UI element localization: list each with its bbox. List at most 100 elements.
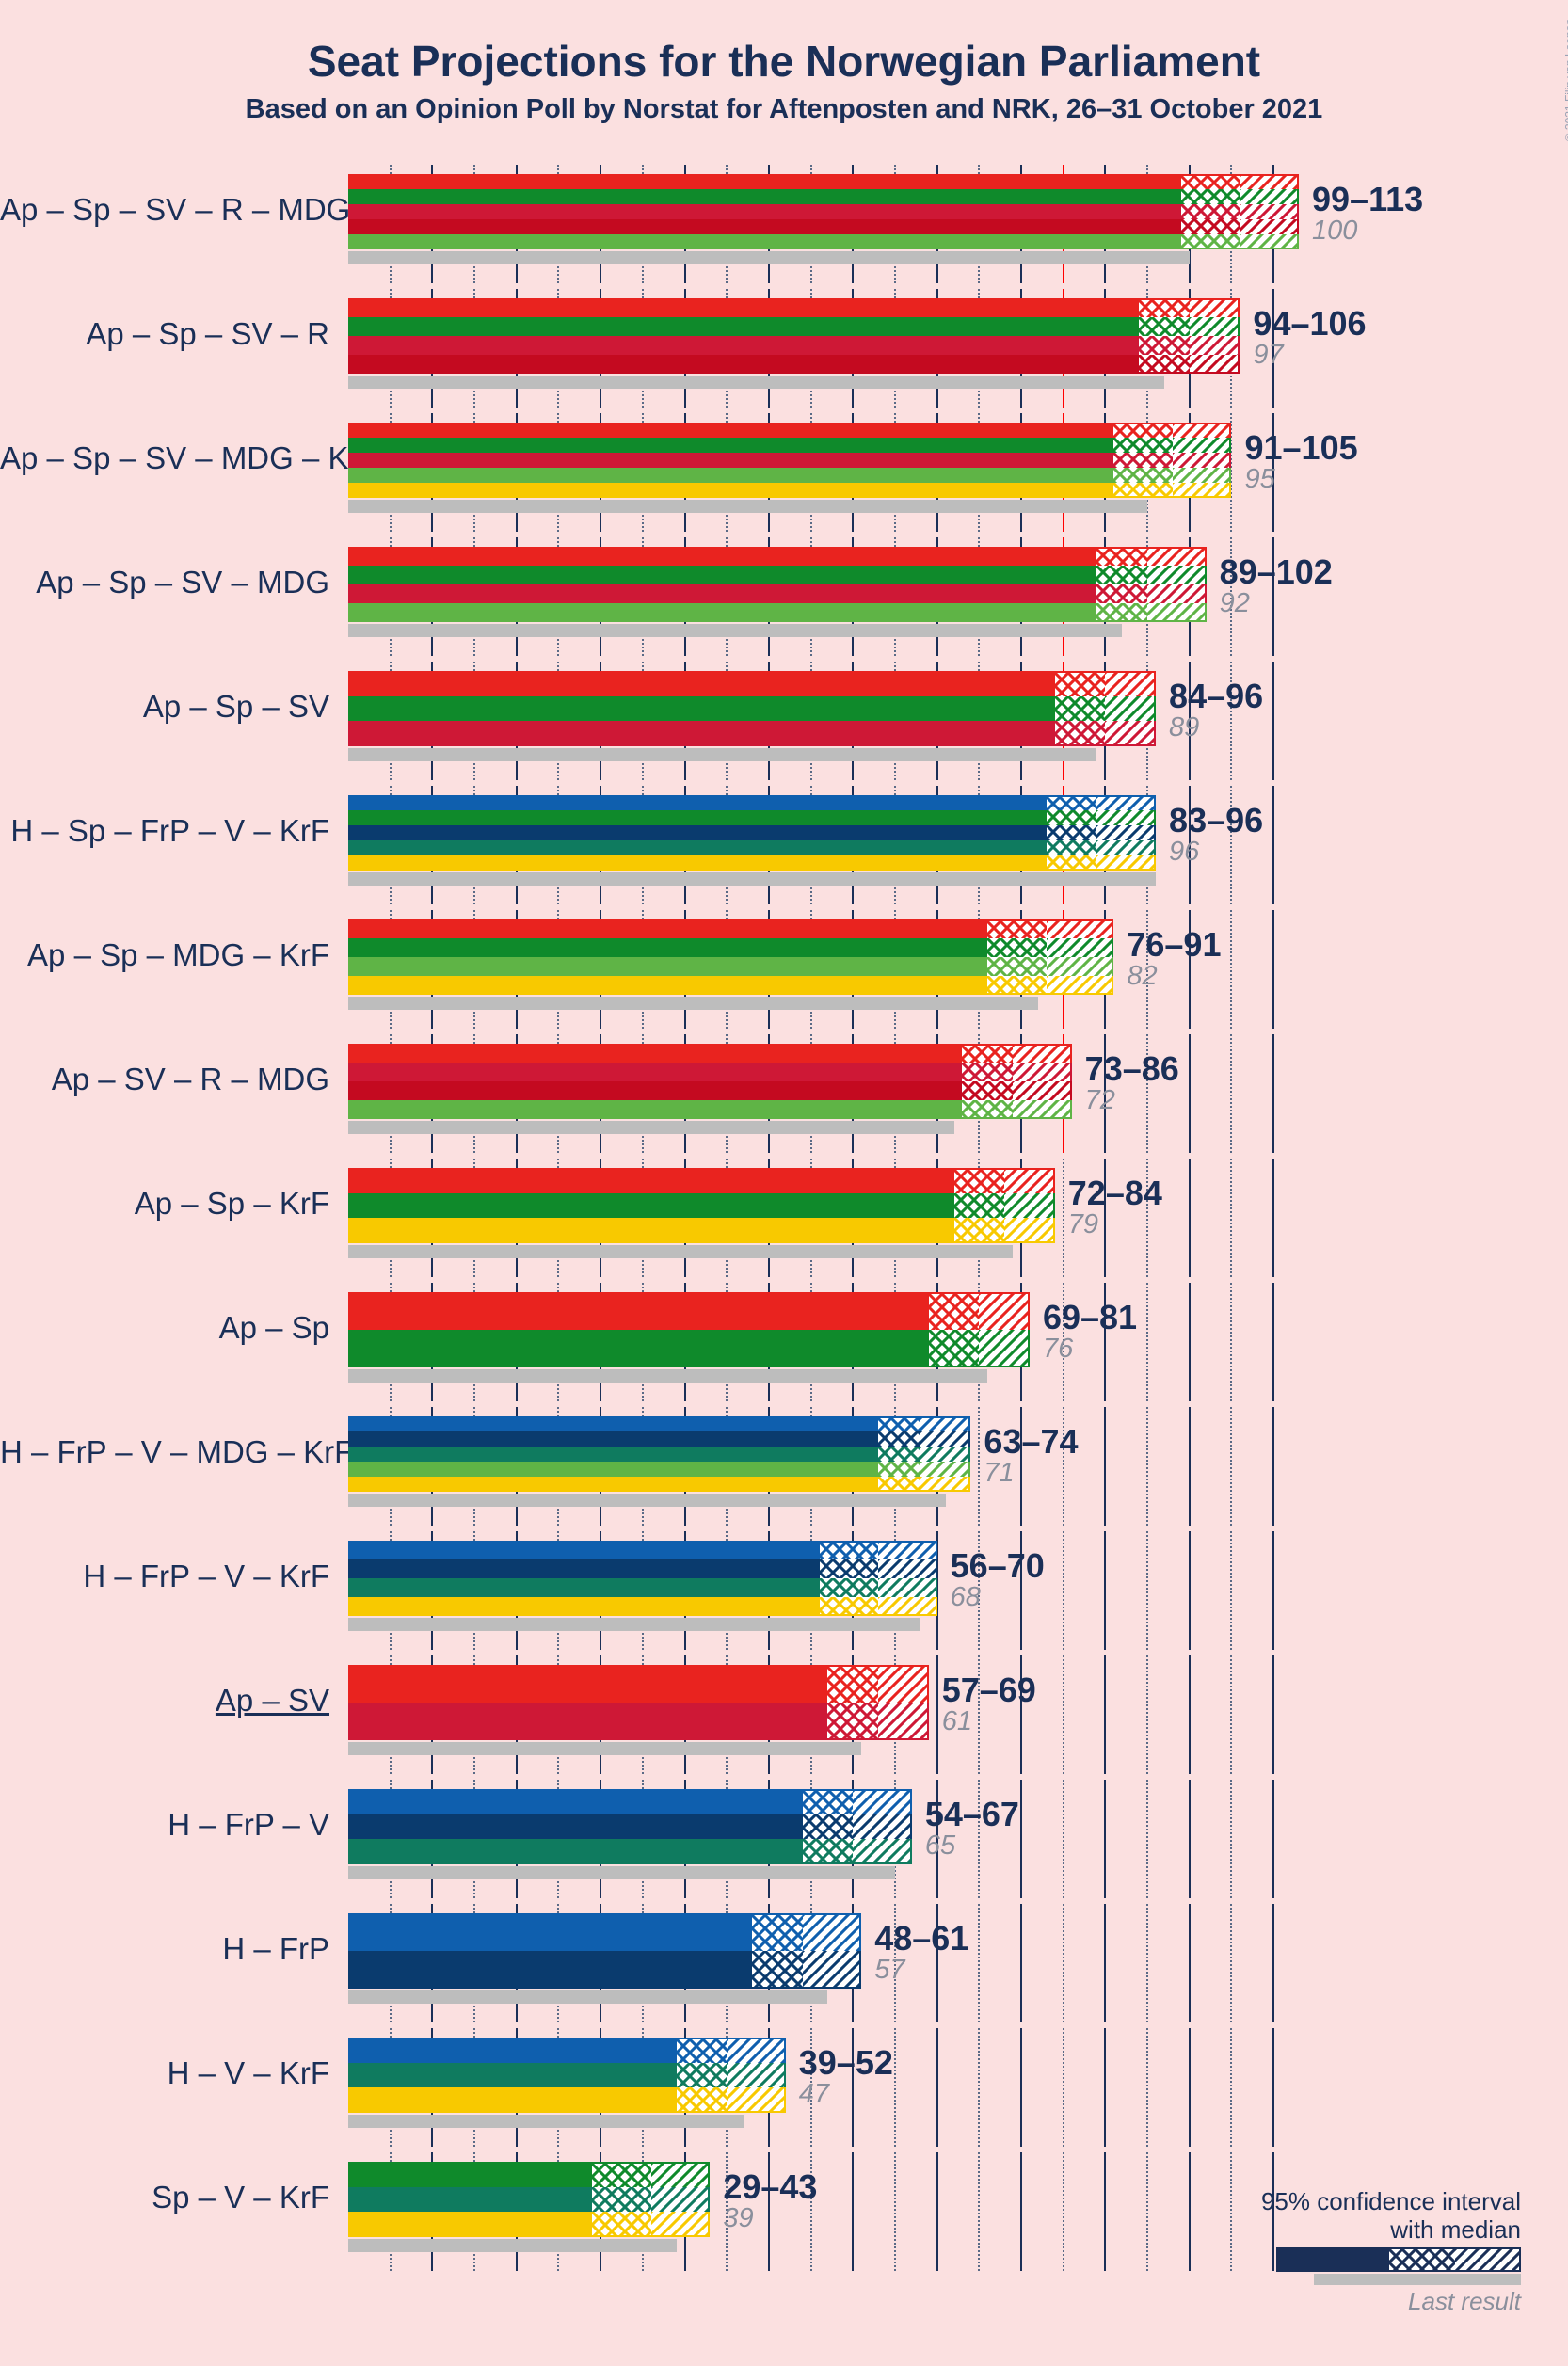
bar-diagonal xyxy=(1190,355,1240,374)
bar-solid xyxy=(348,795,1047,810)
last-result-label: 47 xyxy=(799,2079,829,2110)
bar-diagonal xyxy=(979,1292,1030,1330)
gridline-minor xyxy=(1146,1531,1148,1650)
bar-crosshatch xyxy=(1113,438,1173,453)
bar-solid xyxy=(348,976,987,995)
bar-crosshatch xyxy=(677,2038,728,2063)
bar-crosshatch xyxy=(592,2187,651,2213)
gridline-minor xyxy=(1230,1904,1232,2022)
last-result-bar xyxy=(348,1121,954,1134)
bar-solid xyxy=(348,1081,962,1100)
bar-diagonal xyxy=(803,1951,862,1989)
range-label: 99–113 xyxy=(1312,180,1423,219)
chart-title: Seat Projections for the Norwegian Parli… xyxy=(0,36,1568,87)
bar-diagonal xyxy=(979,1330,1030,1367)
plot-area xyxy=(348,413,1299,532)
last-result-bar xyxy=(348,1245,1013,1258)
bar-diagonal xyxy=(651,2162,711,2187)
bar-crosshatch xyxy=(1139,317,1190,336)
bar-diagonal xyxy=(727,2063,786,2088)
bar-diagonal xyxy=(1105,721,1156,746)
coalition-row: H – FrP – V54–6765 xyxy=(0,1780,1568,1904)
gridline-major xyxy=(936,1655,938,1774)
bar-solid xyxy=(348,1044,962,1063)
coalition-label: Ap – Sp xyxy=(0,1310,329,1346)
bar-solid xyxy=(348,671,1055,696)
bar-crosshatch xyxy=(1113,483,1173,498)
last-result-label: 39 xyxy=(723,2203,753,2234)
bar-diagonal xyxy=(1096,795,1156,810)
gridline-major xyxy=(1104,1780,1106,1898)
gridline-minor xyxy=(978,1904,980,2022)
bar-diagonal xyxy=(1147,584,1207,603)
coalition-label: Ap – Sp – SV – MDG – KrF xyxy=(0,440,329,476)
coalition-label: Ap – Sp – SV xyxy=(0,689,329,725)
bar-diagonal xyxy=(920,1447,971,1462)
gridline-minor xyxy=(1063,2152,1064,2271)
bar-crosshatch xyxy=(1096,603,1147,622)
gridline-major xyxy=(1020,2152,1022,2271)
gridline-major xyxy=(1104,2028,1106,2147)
bar-diagonal xyxy=(878,1559,937,1578)
plot-area xyxy=(348,1407,1299,1526)
range-label: 63–74 xyxy=(984,1422,1078,1462)
last-result-bar xyxy=(348,1742,861,1755)
range-label: 69–81 xyxy=(1043,1298,1137,1337)
gridline-major xyxy=(1272,1159,1274,1277)
coalition-row: H – V – KrF39–5247 xyxy=(0,2028,1568,2152)
coalition-row: Ap – Sp – SV – R – MDG99–113100 xyxy=(0,165,1568,289)
gridline-major xyxy=(1272,1283,1274,1401)
bar-crosshatch xyxy=(1047,795,1097,810)
bar-solid xyxy=(348,1559,820,1578)
bar-solid xyxy=(348,189,1181,204)
bar-solid xyxy=(348,957,987,976)
bar-diagonal xyxy=(1096,825,1156,840)
coalition-row: H – FrP – V – KrF56–7068 xyxy=(0,1531,1568,1655)
last-result-bar xyxy=(348,748,1096,761)
bar-solid xyxy=(348,317,1139,336)
bar-solid xyxy=(348,547,1096,566)
bar-solid xyxy=(348,1416,878,1431)
plot-area xyxy=(348,1780,1299,1898)
gridline-minor xyxy=(1146,2028,1148,2147)
legend-lastbar xyxy=(1314,2274,1521,2285)
bar-diagonal xyxy=(1240,219,1299,234)
bar-crosshatch xyxy=(1096,584,1147,603)
legend-line1: 95% confidence interval xyxy=(1261,2187,1521,2216)
bar-solid xyxy=(348,855,1047,871)
bar-crosshatch xyxy=(954,1218,1005,1243)
gridline-minor xyxy=(1230,1034,1232,1153)
bar-diagonal xyxy=(878,1541,937,1559)
bar-solid xyxy=(348,1292,929,1330)
bar-diagonal xyxy=(1096,810,1156,825)
coalition-label: H – V – KrF xyxy=(0,2055,329,2091)
bar-solid xyxy=(348,1578,820,1597)
gridline-major xyxy=(1189,1655,1191,1774)
bar-solid xyxy=(348,696,1055,722)
plot-area xyxy=(348,1283,1299,1401)
gridline-minor xyxy=(1230,1407,1232,1526)
bar-diagonal xyxy=(1190,317,1240,336)
bar-crosshatch xyxy=(987,938,1047,957)
bar-crosshatch xyxy=(962,1081,1013,1100)
bar-solid xyxy=(348,1703,827,1740)
gridline-major xyxy=(1189,1407,1191,1526)
bar-diagonal xyxy=(727,2087,786,2113)
range-label: 84–96 xyxy=(1169,677,1263,716)
last-result-label: 89 xyxy=(1169,712,1199,743)
bar-solid xyxy=(348,1541,820,1559)
gridline-major xyxy=(1272,1655,1274,1774)
last-result-bar xyxy=(348,1494,946,1507)
bar-solid xyxy=(348,2187,592,2213)
gridline-major xyxy=(1272,2028,1274,2147)
bar-crosshatch xyxy=(878,1431,920,1447)
bar-crosshatch xyxy=(1181,174,1240,189)
bar-diagonal xyxy=(1240,174,1299,189)
gridline-minor xyxy=(978,1407,980,1526)
gridline-major xyxy=(1104,1531,1106,1650)
last-result-label: 97 xyxy=(1253,340,1283,371)
bar-solid xyxy=(348,2063,677,2088)
gridline-minor xyxy=(1230,1283,1232,1401)
bar-solid xyxy=(348,566,1096,584)
last-result-label: 92 xyxy=(1220,588,1250,619)
